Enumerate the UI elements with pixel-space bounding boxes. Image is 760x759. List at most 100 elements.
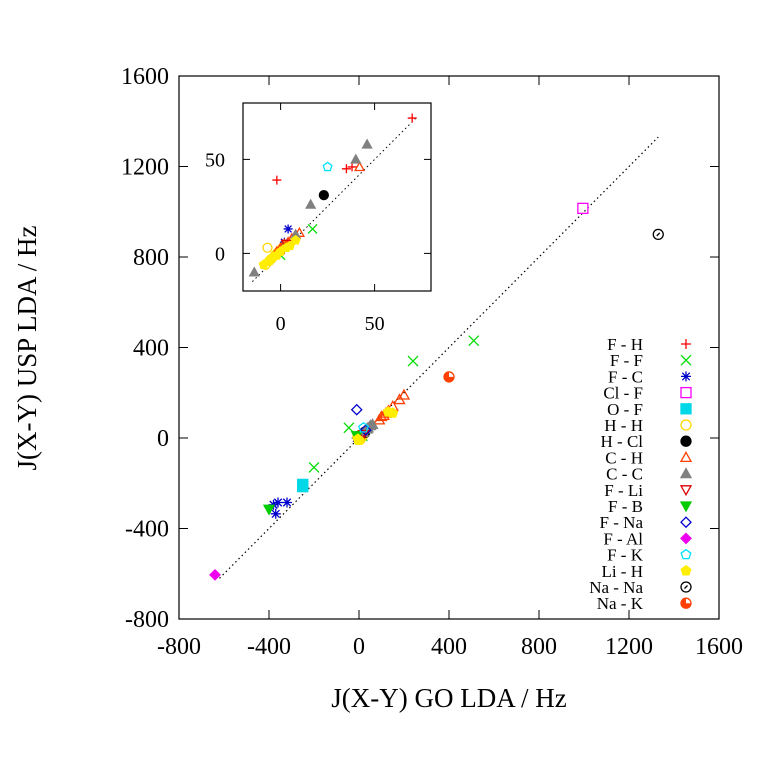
legend-marker-f-na [680,516,692,529]
x-tick-label: 1600 [695,634,743,660]
point-f-c [273,497,283,508]
inset-point-h-h [262,242,273,253]
inset-plot: 0 50 0 50 [205,102,432,335]
inset-point-f-k [322,161,333,172]
point-c-c [366,418,379,430]
legend-marker-na-na [680,581,692,593]
legend-label: H - Cl [601,432,644,451]
x-tick-label: 0 [353,634,365,660]
legend-marker-f-h [681,339,691,349]
reference-line [219,136,659,579]
point-cl-f [577,202,589,215]
inset-x-tick-label: 50 [365,313,385,335]
inset-point-f-c [283,224,293,234]
point-f-na [350,403,363,416]
x-tick-label: 800 [521,634,557,660]
legend-label: F - C [608,367,643,386]
legend-item-cl-f: Cl - F [603,384,692,403]
y-tick-label: -800 [125,607,169,633]
legend-marker-f-k [680,548,692,560]
legend-marker-na-k [680,597,692,609]
point-f-k [357,422,370,433]
legend-marker-o-f [680,403,692,415]
inset-point-f-h [272,175,282,185]
legend-item-f-al: F - Al [603,529,692,548]
point-na-k [443,371,455,383]
legend-marker-c-c [679,467,693,479]
x-tick-label: 1200 [605,634,653,660]
legend-label: F - F [610,351,643,370]
legend-item-f-na: F - Na [600,513,692,532]
inset-point-c-c [305,198,317,209]
point-o-f [297,480,309,493]
point-li-h [352,433,364,444]
legend-marker-cl-f [680,386,692,399]
y-tick-label: 1200 [121,155,169,181]
legend-label: Cl - F [603,384,643,403]
legend-items: F - HF - FF - CCl - FO - FH - HH - ClC -… [589,335,693,613]
legend-label: Na - Na [589,578,643,597]
inset-point-f-h [347,162,357,172]
legend-label: F - Na [600,513,644,532]
legend-label: F - Li [604,481,643,500]
inset-y-tick-label: 50 [205,149,225,171]
y-tick-label: -400 [125,517,169,543]
point-f-f [308,461,320,473]
legend-item-f-b: F - B [608,497,693,516]
point-f-f [407,355,419,367]
legend-marker-f-b [679,501,693,513]
legend-item-f-li: F - Li [604,481,693,500]
inset-point-c-c [350,153,362,164]
legend-item-na-na: Na - Na [589,578,692,597]
y-tick-label: 800 [133,245,169,271]
inset-point-li-h [290,234,301,245]
point-f-na [359,424,372,437]
point-f-c [282,497,292,508]
legend-marker-f-f [680,354,692,366]
inset-point-c-h [353,161,366,172]
legend-item-c-c: C - C [606,465,693,484]
legend-label: F - Al [603,529,643,548]
legend-label: Na - K [597,594,644,613]
legend-marker-h-cl [680,435,692,447]
legend-label: F - B [608,497,643,516]
inset-point-c-c [248,266,260,277]
inset-ticks: 0 50 0 50 [205,103,431,335]
legend-label: F - H [607,335,643,354]
legend-marker-c-h [679,451,693,463]
legend-marker-li-h [680,564,692,576]
inset-point-f-f [307,224,318,234]
y-axis-title: J(X-Y) USP LDA / Hz [12,225,42,470]
legend-label: C - C [606,465,643,484]
legend-marker-f-c [681,371,691,382]
legend-item-f-f: F - F [610,351,692,370]
x-tick-label: -400 [247,634,291,660]
main-data-points [209,202,664,581]
point-f-f [468,335,480,347]
inset-x-tick-label: 0 [276,313,286,335]
point-c-h [375,410,388,422]
inset-point-f-h [341,164,351,174]
main-ticks: -800 -400 0 400 800 1200 1600 -800 -400 0 400 800 12… [121,64,743,660]
legend-label: Li - H [601,562,643,581]
x-axis-title: J(X-Y) GO LDA / Hz [331,683,566,713]
x-tick-label: -800 [157,634,201,660]
legend-item-f-k: F - K [607,546,692,565]
legend-label: H - H [604,416,643,435]
x-tick-label: 400 [431,634,467,660]
point-f-c [270,508,281,519]
inset-point-h-cl [318,189,329,201]
legend-label: F - K [607,546,644,565]
legend-item-li-h: Li - H [601,562,692,581]
point-li-h [382,406,394,417]
legend-item-f-h: F - H [607,335,691,354]
legend-item-na-k: Na - K [597,594,692,613]
inset-point-c-c [361,138,373,149]
legend-label: C - H [605,448,643,467]
y-tick-label: 1600 [121,64,169,90]
legend-marker-f-li [679,485,693,497]
point-c-h [397,388,411,400]
point-f-al [209,568,221,581]
y-tick-label: 0 [157,426,169,452]
